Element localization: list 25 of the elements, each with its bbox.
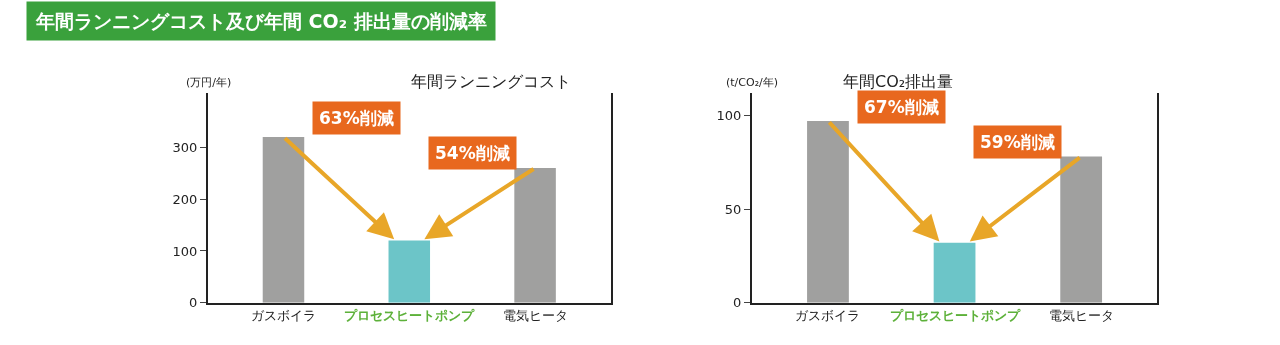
x-tick-label: プロセスヒートポンプ	[889, 308, 1021, 324]
y-axis-title: (万円/年)	[186, 76, 232, 89]
x-tick-label: ガスボイラ	[250, 308, 316, 324]
y-tick-label: 100	[716, 107, 742, 123]
annotation: 54%削減	[435, 143, 510, 163]
y-tick-label: 100	[172, 243, 198, 259]
bar	[388, 240, 431, 303]
y-tick-label: 200	[172, 191, 198, 207]
chart-title: 年間ランニングコスト	[411, 72, 571, 91]
y-tick-label: 50	[724, 201, 742, 217]
x-tick-label: ガスボイラ	[795, 308, 861, 324]
x-tick-label: 電気ヒータ	[502, 308, 568, 324]
annotation: 67%削減	[864, 97, 939, 117]
x-tick-label: 電気ヒータ	[1048, 308, 1114, 324]
y-tick-label: 0	[733, 295, 742, 311]
y-tick-label: 0	[189, 295, 198, 311]
x-tick-label: プロセスヒートポンプ	[344, 308, 476, 324]
bar	[1060, 156, 1103, 303]
chart-title: 年間CO₂排出量	[843, 72, 954, 91]
annotation: 63%削減	[319, 108, 394, 128]
text: 年間ランニングコスト及び年間 CO₂ 排出量の削減率	[35, 10, 487, 32]
y-axis-title: (t/CO₂/年)	[726, 76, 779, 89]
bar	[933, 242, 976, 303]
annotation: 59%削減	[980, 132, 1055, 152]
y-tick-label: 300	[172, 139, 198, 155]
